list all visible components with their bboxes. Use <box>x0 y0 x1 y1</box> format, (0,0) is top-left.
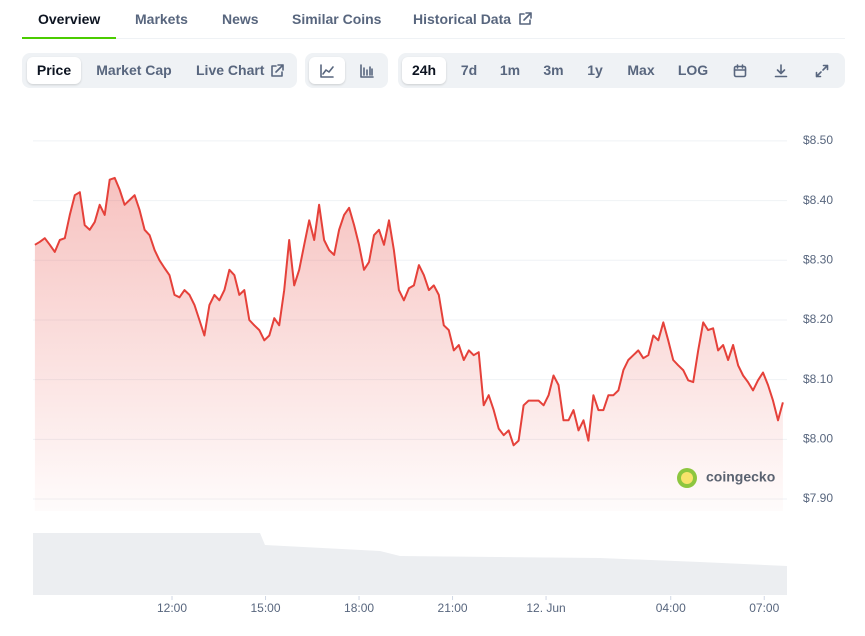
candle-icon <box>360 64 374 78</box>
candle-chart-button[interactable] <box>349 57 385 84</box>
range-group: 24h 7d 1m 3m 1y Max LOG <box>398 53 845 88</box>
line-icon <box>320 64 334 78</box>
volume-band <box>33 533 787 595</box>
y-tick-label: $8.30 <box>803 252 833 266</box>
chart-style-group <box>305 53 388 88</box>
tab-divider <box>22 38 845 39</box>
range-button[interactable]: 24h <box>402 57 446 84</box>
view-button[interactable]: Live Chart <box>196 62 265 78</box>
tab[interactable]: Similar Coins <box>292 11 382 27</box>
y-tick-label: $8.00 <box>803 432 833 446</box>
range-button[interactable]: 7d <box>460 62 478 78</box>
tab[interactable]: News <box>222 11 259 27</box>
x-tick-label: 07:00 <box>749 601 779 615</box>
x-tick-label: 12:00 <box>157 601 187 615</box>
calendar-icon[interactable] <box>732 63 748 79</box>
x-tick-label: 18:00 <box>344 601 374 615</box>
view-button[interactable]: Price <box>27 57 81 84</box>
price-line <box>34 176 784 447</box>
range-button[interactable]: Max <box>627 62 655 78</box>
watermark-logo-inner <box>681 472 693 484</box>
range-button[interactable]: 1y <box>587 62 603 78</box>
y-tick-label: $8.20 <box>803 312 833 326</box>
view-group: Price Market Cap Live Chart <box>22 53 297 88</box>
range-button[interactable]: 3m <box>543 62 564 78</box>
y-tick-label: $8.40 <box>803 193 833 207</box>
watermark-text: coingecko <box>706 469 775 485</box>
tab[interactable]: Markets <box>135 11 188 27</box>
range-button[interactable]: 1m <box>499 62 521 78</box>
external-link-icon <box>271 64 284 77</box>
y-tick-label: $7.90 <box>803 491 833 505</box>
view-button[interactable]: Market Cap <box>96 62 172 78</box>
tab[interactable]: Overview <box>38 11 101 27</box>
x-tick-label: 12. Jun <box>526 601 565 615</box>
tab[interactable]: Historical Data <box>413 11 512 27</box>
x-tick-label: 04:00 <box>656 601 686 615</box>
x-tick-label: 21:00 <box>438 601 468 615</box>
watermark: coingecko <box>677 468 775 488</box>
line-chart-button[interactable] <box>309 57 345 84</box>
y-tick-label: $8.10 <box>803 372 833 386</box>
plot <box>34 176 784 511</box>
y-tick-label: $8.50 <box>803 133 833 147</box>
download-icon[interactable] <box>773 63 789 79</box>
log-button[interactable]: LOG <box>677 62 709 78</box>
fullscreen-icon[interactable] <box>814 63 830 79</box>
external-link-icon <box>519 12 532 25</box>
price-area <box>34 177 783 511</box>
x-tick-label: 15:00 <box>251 601 281 615</box>
active-tab-indicator <box>22 37 116 39</box>
